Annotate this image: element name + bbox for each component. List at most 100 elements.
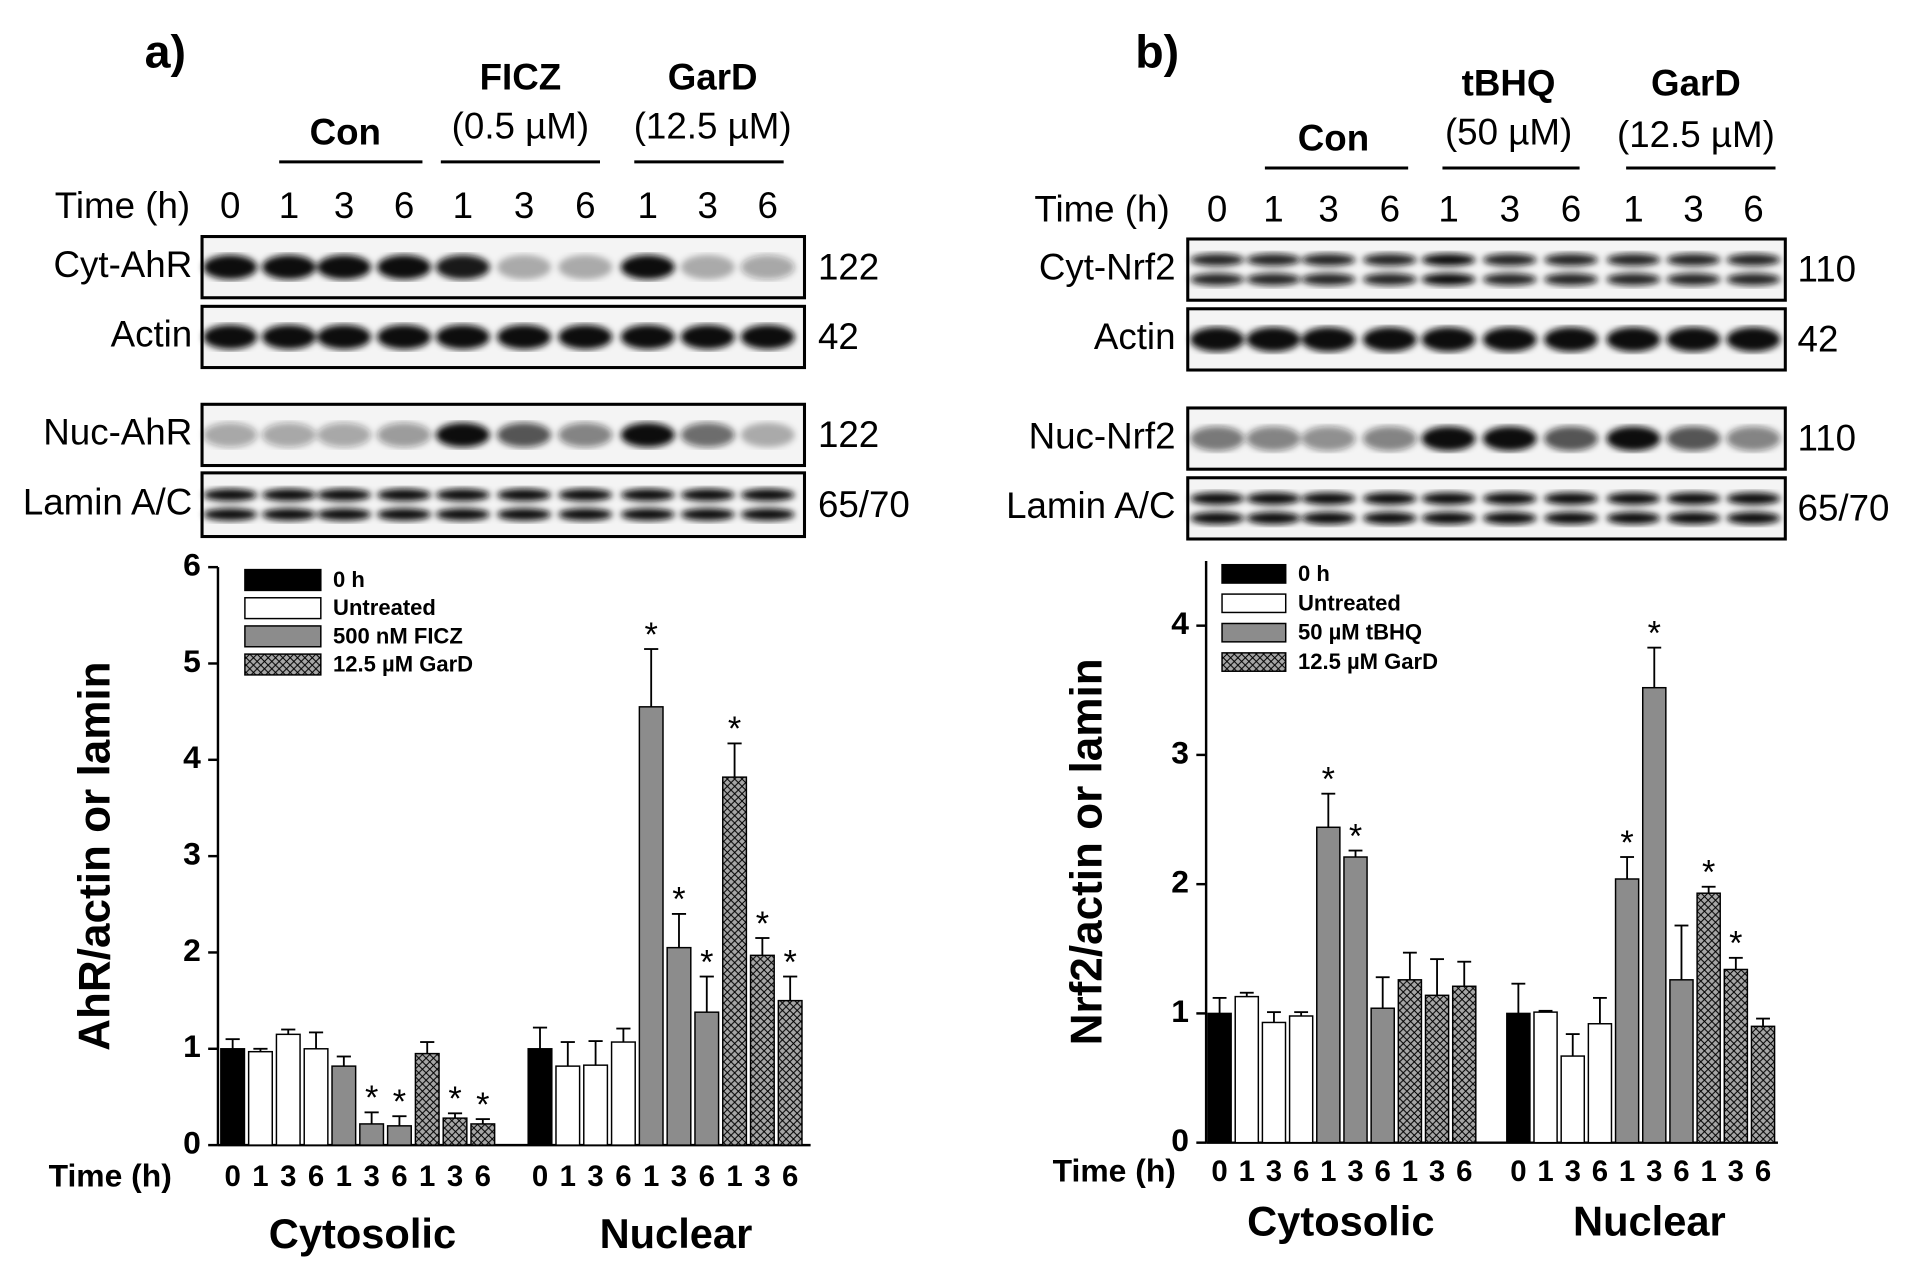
band xyxy=(1606,492,1661,505)
mw-label: 122 xyxy=(818,414,879,455)
significance-marker: * xyxy=(756,905,769,943)
band xyxy=(680,254,735,280)
y-tick-label: 5 xyxy=(183,643,201,679)
significance-marker: * xyxy=(365,1079,378,1117)
x-tick-label: 3 xyxy=(754,1160,770,1193)
significance-marker: * xyxy=(672,881,685,919)
legend-swatch xyxy=(1221,622,1287,643)
bar xyxy=(1506,1012,1531,1144)
bar xyxy=(1316,826,1341,1144)
treatment-label: Con xyxy=(310,112,381,153)
mw-label: 122 xyxy=(818,246,879,287)
x-tick-label: 6 xyxy=(1375,1155,1391,1188)
x-tick-label: 3 xyxy=(1646,1155,1662,1188)
band xyxy=(1246,327,1301,352)
y-tick-label: 3 xyxy=(183,836,201,872)
band xyxy=(680,508,735,521)
x-tick-label: 3 xyxy=(1728,1155,1744,1188)
band xyxy=(680,422,735,448)
x-axis-label: Time (h) xyxy=(49,1158,172,1194)
band xyxy=(1421,492,1476,505)
significance-marker: * xyxy=(728,710,741,748)
row-label: Cyt-AhR xyxy=(53,244,192,285)
legend-label: 50 µM tBHQ xyxy=(1298,620,1422,645)
lane-label: 6 xyxy=(758,185,778,226)
bar xyxy=(749,954,775,1146)
x-tick-label: 3 xyxy=(1347,1155,1363,1188)
mw-label: 110 xyxy=(1798,249,1857,290)
x-tick-label: 6 xyxy=(1673,1155,1689,1188)
blot-bands xyxy=(1190,426,1781,451)
band xyxy=(558,324,613,350)
bar xyxy=(414,1052,440,1146)
bar xyxy=(470,1123,496,1146)
significance-marker: * xyxy=(645,616,658,654)
blot-bands xyxy=(203,422,795,448)
blot-bands xyxy=(203,488,795,521)
x-tick-label: 1 xyxy=(336,1160,352,1193)
legend-label: 0 h xyxy=(1298,561,1330,586)
band xyxy=(1190,426,1245,451)
band xyxy=(497,324,552,350)
band xyxy=(1362,492,1417,505)
legend-label: Untreated xyxy=(333,595,436,620)
bar xyxy=(1234,995,1260,1144)
treatment-label: FICZ xyxy=(480,57,562,98)
band xyxy=(497,422,552,448)
bar xyxy=(275,1033,301,1146)
band xyxy=(317,488,372,502)
band xyxy=(1421,327,1476,352)
band xyxy=(1666,327,1721,352)
band xyxy=(262,422,316,448)
y-axis-label: Nrf2/actin or lamin xyxy=(1062,658,1111,1045)
treatment-dose: (0.5 µM) xyxy=(452,105,589,146)
band xyxy=(1544,273,1598,286)
band xyxy=(262,324,316,350)
band xyxy=(1726,492,1781,505)
lane-label: 6 xyxy=(394,185,414,226)
band xyxy=(1246,492,1301,505)
bar xyxy=(1696,892,1721,1144)
band xyxy=(262,508,316,521)
band xyxy=(317,254,372,280)
band xyxy=(1301,512,1356,525)
band xyxy=(740,488,795,502)
band xyxy=(203,488,258,502)
band xyxy=(1190,492,1245,505)
y-tick-label: 1 xyxy=(1171,993,1189,1029)
x-tick-label: 0 xyxy=(224,1160,240,1193)
bar xyxy=(331,1065,357,1146)
band xyxy=(1301,253,1356,266)
lane-label: 1 xyxy=(279,185,299,226)
band xyxy=(203,508,258,521)
band xyxy=(1482,512,1537,525)
lane-label: 3 xyxy=(514,185,534,226)
bar xyxy=(1669,979,1694,1144)
significance-marker: * xyxy=(783,943,796,981)
band xyxy=(1482,327,1537,352)
lane-label: 3 xyxy=(1683,189,1703,230)
group-label: Cytosolic xyxy=(269,1210,456,1257)
band xyxy=(1246,253,1301,266)
time-label: Time (h) xyxy=(55,185,190,226)
band xyxy=(1301,426,1356,451)
row-label: Actin xyxy=(1094,316,1176,357)
significance-marker: * xyxy=(1322,761,1335,799)
band xyxy=(497,488,552,502)
band xyxy=(1482,253,1537,266)
x-tick-label: 3 xyxy=(1266,1155,1282,1188)
band xyxy=(203,324,258,350)
x-tick-label: 0 xyxy=(1510,1155,1526,1188)
bar xyxy=(1207,1012,1232,1144)
x-tick-label: 3 xyxy=(280,1160,296,1193)
row-label: Lamin A/C xyxy=(23,481,192,522)
band xyxy=(1246,512,1301,525)
bar xyxy=(1261,1021,1287,1144)
blot-panel xyxy=(1186,476,1787,541)
blot-panel xyxy=(1186,237,1787,302)
band xyxy=(1301,327,1356,352)
bar xyxy=(610,1041,636,1146)
band xyxy=(317,422,372,448)
bar xyxy=(722,776,748,1146)
band xyxy=(1482,426,1537,451)
